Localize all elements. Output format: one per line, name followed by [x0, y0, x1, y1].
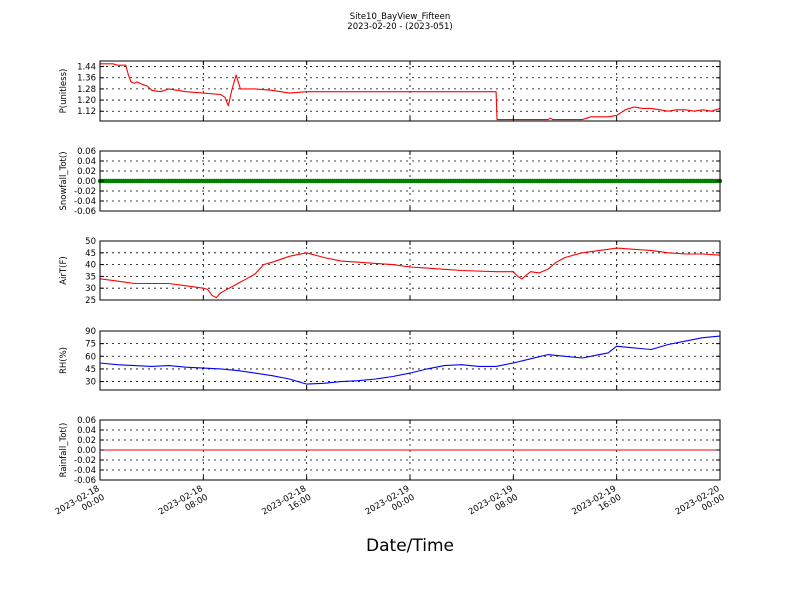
y-tick-label: 45 — [85, 365, 96, 375]
series-line-1 — [100, 63, 721, 121]
y-tick-label: -0.06 — [74, 476, 96, 486]
y-tick-label: 0.04 — [77, 426, 96, 436]
y-tick-label: 90 — [85, 327, 96, 337]
series-line-1 — [99, 247, 721, 299]
y-tick-label: -0.04 — [74, 197, 96, 207]
panel-5: -0.06-0.04-0.020.000.020.040.06 Rainfall_… — [59, 416, 721, 486]
y-tick-label: -0.02 — [74, 456, 96, 466]
panel-4: 30 45 60 75 90 RH(%) — [59, 327, 721, 391]
x-tick-label: 2023-02-1800:00 — [54, 484, 107, 526]
plot-frame — [99, 330, 721, 391]
x-tick-label: 2023-02-1816:00 — [260, 484, 313, 526]
y-axis-label: Rainfall_Tot() — [59, 423, 69, 478]
y-tick-label: 0.00 — [77, 177, 96, 187]
plot-frame — [99, 240, 721, 301]
y-tick-label: 0.04 — [77, 157, 96, 167]
panel-2: -0.06-0.04-0.020.000.020.040.06 Snowfall_… — [59, 147, 723, 217]
chart-title-line1: Site10_BayView_Fifteen — [350, 12, 451, 22]
y-tick-label: 35 — [85, 272, 96, 282]
y-tick-label: 75 — [85, 340, 96, 350]
y-tick-label: 50 — [85, 237, 96, 247]
y-tick-label: 0.00 — [77, 446, 96, 456]
y-tick-label: 30 — [85, 378, 96, 388]
x-tick-label: 2023-02-1908:00 — [467, 484, 520, 526]
panels-group: 1.121.201.281.361.44P(unitless)-0.06-0.0… — [54, 60, 727, 526]
x-axis-label: Date/Time — [366, 536, 454, 556]
y-tick-label: 0.06 — [77, 416, 96, 426]
y-tick-label: -0.02 — [74, 187, 96, 197]
x-tick-label: 2023-02-1808:00 — [157, 484, 210, 526]
y-tick-label: 1.36 — [77, 74, 96, 84]
y-tick-label: 1.12 — [77, 107, 96, 117]
y-tick-label: 0.02 — [77, 436, 96, 446]
y-tick-label: 40 — [85, 261, 96, 271]
chart-title-line2: 2023-02-20 - (2023-051) — [347, 22, 452, 32]
y-tick-label: 0.06 — [77, 147, 96, 157]
y-tick-label: -0.06 — [74, 207, 96, 217]
y-tick-label: 25 — [85, 296, 96, 306]
y-axis-label: AirT(F) — [59, 256, 69, 284]
y-tick-label: 0.02 — [77, 167, 96, 177]
series-line-1 — [99, 335, 721, 385]
y-tick-label: 30 — [85, 284, 96, 294]
x-tick-label: 2023-02-1916:00 — [570, 484, 623, 526]
x-tick-label: 2023-02-2000:00 — [674, 484, 727, 526]
y-tick-label: 1.28 — [77, 85, 96, 95]
panel-1: 1.121.201.281.361.44 P(unitless) — [59, 60, 721, 122]
y-tick-label: -0.04 — [74, 466, 96, 476]
y-tick-label: 1.20 — [77, 96, 96, 106]
y-axis-label: P(unitless) — [59, 69, 69, 114]
y-axis-label: RH(%) — [59, 347, 69, 374]
y-axis-label: Snowfall_Tot() — [59, 151, 69, 210]
y-tick-label: 45 — [85, 249, 96, 259]
x-tick-label: 2023-02-1900:00 — [364, 484, 417, 526]
y-tick-label: 1.44 — [77, 63, 96, 73]
y-tick-label: 60 — [85, 352, 96, 362]
